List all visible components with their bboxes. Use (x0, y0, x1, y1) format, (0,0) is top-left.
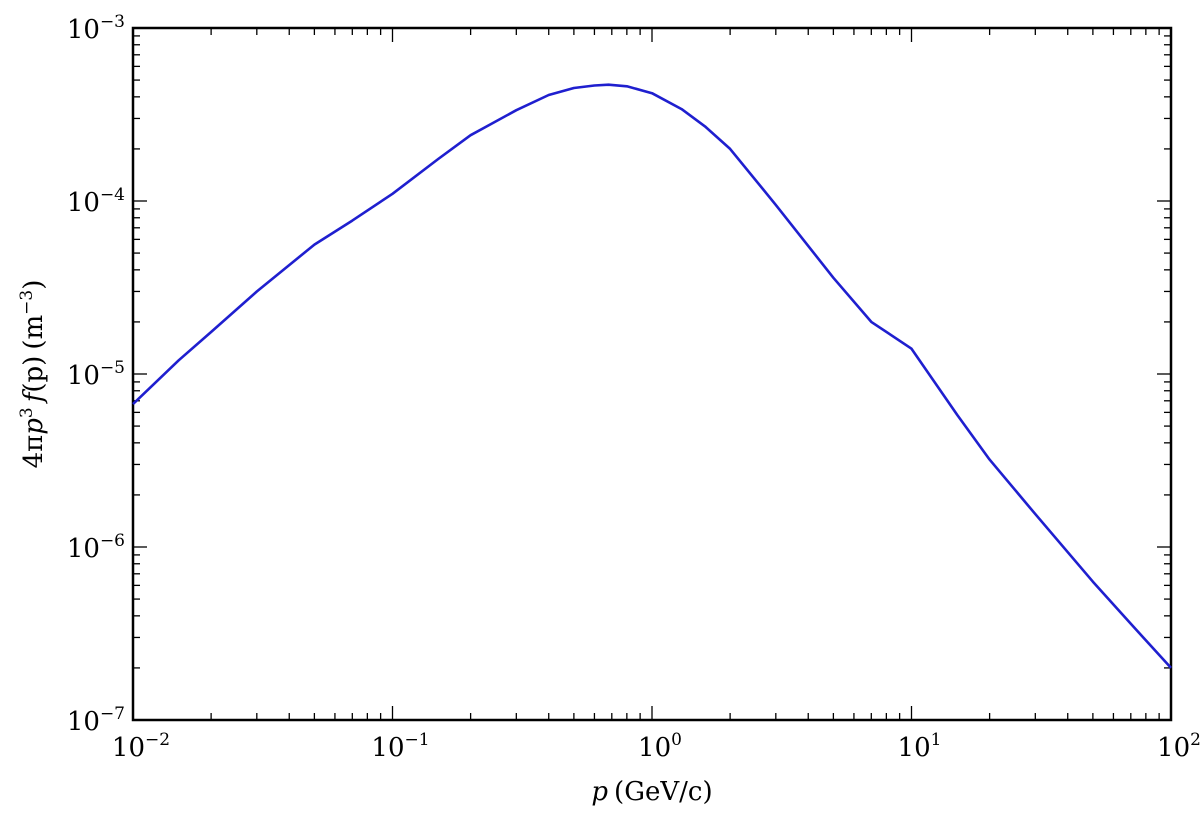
y-axis-unit-open: (m (19, 315, 49, 350)
y-axis-arg: (p) (19, 356, 49, 393)
y-tick-label: 10−4 (67, 185, 125, 218)
x-tick-label: 102 (1157, 730, 1200, 763)
tick-labels: 10−2 10−1 100 101 102 10−7 10−6 10−5 10−4 10−3 (67, 12, 1200, 763)
x-tick-label: 10−1 (371, 730, 429, 763)
y-tick-label: 10−3 (67, 12, 125, 45)
series-line (132, 83, 1172, 669)
y-axis-label: 4πp3f(p)(m−3) (17, 280, 49, 469)
x-axis-symbol: p (591, 777, 608, 807)
y-tick-label: 10−5 (67, 358, 125, 391)
x-tick-label: 10−2 (112, 730, 170, 763)
x-axis-label: p (GeV/c) (591, 777, 712, 807)
y-tick-label: 10−6 (67, 531, 125, 564)
y-axis-power: 3 (17, 407, 37, 418)
y-axis-unit-power: −3 (17, 290, 37, 315)
plot-frame (131, 26, 1173, 722)
y-axis-unit-close: ) (19, 280, 49, 290)
x-tick-label: 100 (638, 730, 682, 763)
axis-ticks (132, 27, 1172, 721)
x-tick-label: 101 (898, 730, 942, 763)
x-axis-unit: (GeV/c) (614, 777, 713, 807)
y-axis-prefix: 4π (19, 435, 49, 469)
y-axis-symbol: p (19, 418, 49, 435)
y-tick-label: 10−7 (67, 704, 125, 737)
